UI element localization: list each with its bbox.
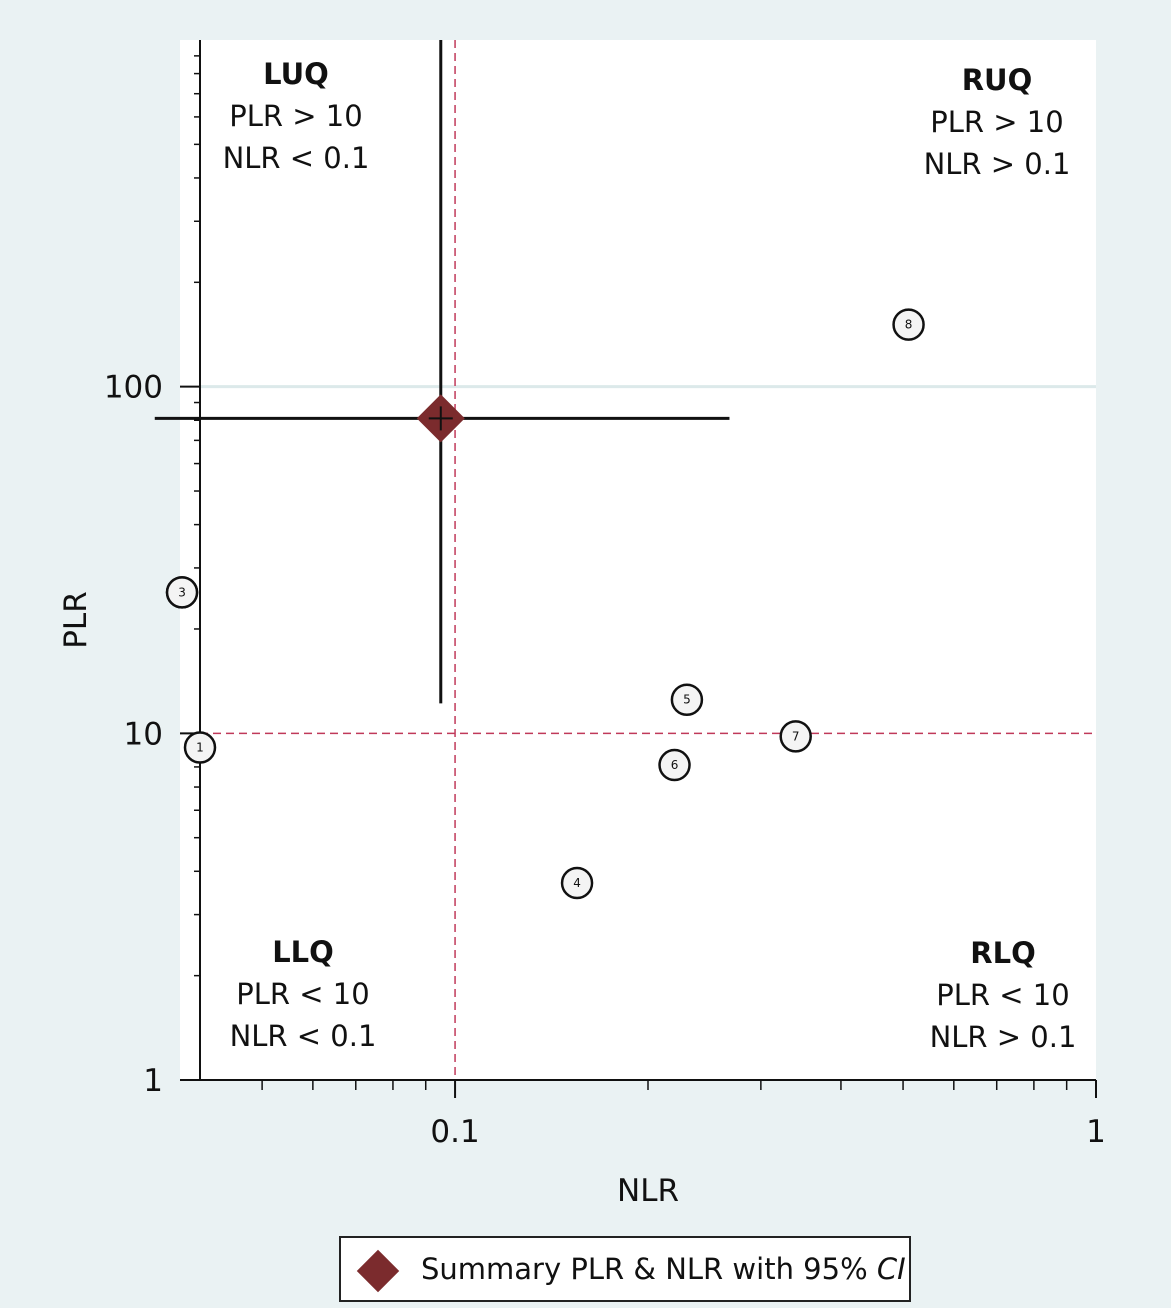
study-point-1	[183, 731, 217, 764]
study-point-4	[560, 866, 594, 900]
y-axis-title: PLR	[58, 591, 94, 649]
quadrant-title-llq: LLQ	[272, 935, 334, 969]
quadrant-plr-rlq: PLR < 10	[936, 978, 1069, 1012]
legend-text: Summary PLR & NLR with 95%	[421, 1252, 877, 1286]
study-label-8: 8	[905, 318, 913, 332]
study-label-7: 7	[792, 729, 800, 743]
y-tick-label: 1	[143, 1063, 163, 1099]
study-point-8	[892, 308, 925, 341]
quadrant-title-ruq: RUQ	[962, 63, 1033, 97]
quadrant-plr-luq: PLR > 10	[229, 99, 362, 133]
x-axis-title: NLR	[617, 1173, 679, 1209]
quadrant-nlr-luq: NLR < 0.1	[223, 141, 370, 175]
quadrant-nlr-rlq: NLR > 0.1	[930, 1020, 1077, 1054]
study-point-5	[670, 683, 704, 716]
study-label-5: 5	[683, 693, 691, 707]
study-point-6	[658, 748, 691, 782]
quadrant-title-luq: LUQ	[263, 57, 329, 91]
legend-text-italic: CI	[876, 1252, 906, 1286]
quadrant-nlr-llq: NLR < 0.1	[230, 1019, 377, 1053]
x-tick-label: 0.1	[430, 1114, 479, 1150]
study-point-3	[165, 576, 199, 609]
legend: Summary PLR & NLR with 95% CI	[339, 1236, 911, 1302]
y-tick-label: 10	[124, 716, 163, 752]
quadrant-plr-llq: PLR < 10	[236, 977, 369, 1011]
study-point-7	[779, 720, 812, 753]
plot-area	[180, 40, 1096, 1080]
quadrant-plr-ruq: PLR > 10	[930, 105, 1063, 139]
study-label-1: 1	[196, 741, 204, 755]
y-tick-label: 100	[104, 370, 163, 406]
quadrant-nlr-ruq: NLR > 0.1	[924, 147, 1071, 181]
study-label-6: 6	[671, 758, 679, 772]
study-label-4: 4	[573, 876, 581, 890]
study-label-3: 3	[178, 585, 186, 599]
x-tick-label: 1	[1086, 1114, 1106, 1150]
legend-label: Summary PLR & NLR with 95% CI	[421, 1252, 906, 1286]
quadrant-title-rlq: RLQ	[970, 936, 1035, 970]
legend-summary-marker	[356, 1249, 400, 1293]
